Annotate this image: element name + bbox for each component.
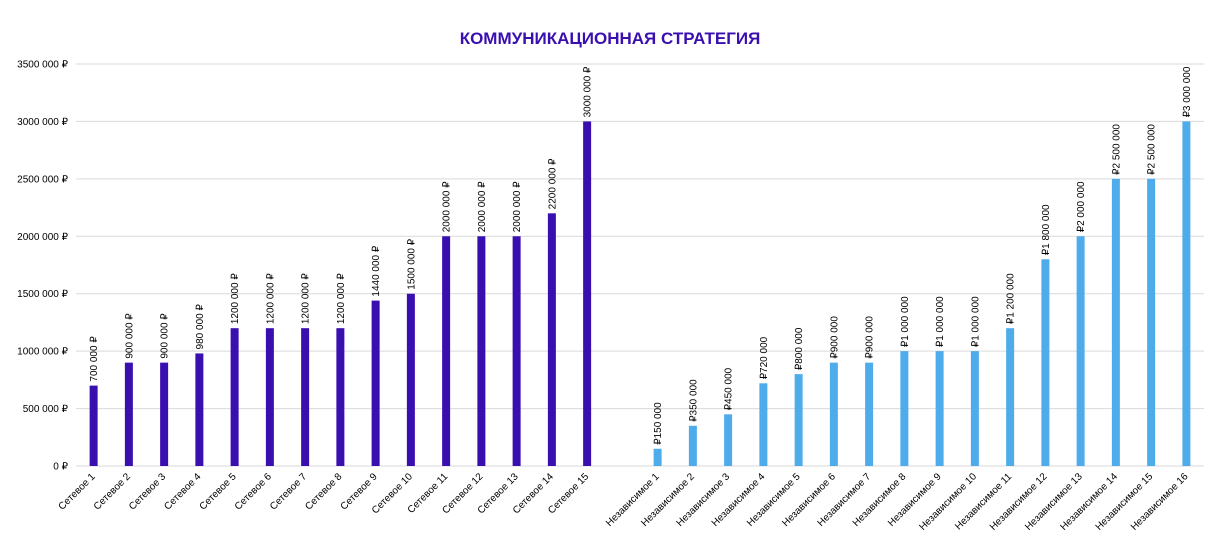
bar [1111, 178, 1120, 466]
chart-title: КОММУНИКАЦИОННАЯ СТРАТЕГИЯ [460, 29, 761, 48]
x-tick-label: Сетевое 6 [233, 471, 274, 512]
bar [89, 385, 98, 466]
data-label: ₽900 000 [865, 316, 876, 359]
bar [724, 414, 733, 466]
bar [900, 351, 909, 466]
data-label: ₽450 000 [724, 367, 735, 410]
bar [688, 425, 697, 466]
data-labels: 700 000 ₽ 900 000 ₽ 900 000 ₽ 980 000 ₽ 1200… [89, 66, 1193, 445]
bar [442, 236, 451, 466]
x-tick-label: Сетевое 4 [162, 471, 203, 512]
bar [1076, 236, 1085, 466]
bar [406, 293, 415, 466]
bar [1041, 259, 1050, 466]
bar [794, 374, 803, 466]
x-tick-label: Сетевое 1 [57, 471, 98, 512]
y-tick-label: 3500 000 ₽ [17, 60, 68, 71]
x-tick-label: Сетевое 2 [92, 471, 133, 512]
data-label: ₽2 500 000 [1111, 124, 1122, 175]
bar [124, 362, 133, 466]
gridlines [76, 63, 1204, 467]
data-label: 2000 000 ₽ [512, 181, 523, 232]
data-label: ₽1 000 000 [900, 296, 911, 347]
data-label: 980 000 ₽ [195, 304, 206, 350]
bar [265, 328, 274, 466]
y-tick-label: 2500 000 ₽ [17, 174, 68, 185]
y-tick-label: 0 ₽ [53, 462, 68, 473]
data-label: 1200 000 ₽ [230, 273, 241, 324]
data-label: 2000 000 ₽ [442, 181, 453, 232]
data-label: 900 000 ₽ [160, 313, 171, 359]
bar [195, 353, 204, 466]
bar [583, 121, 592, 466]
data-label: 3000 000 ₽ [583, 66, 594, 117]
bar [477, 236, 486, 466]
x-tick-label: Сетевое 7 [268, 471, 309, 512]
bar [1006, 328, 1015, 466]
data-label: 2200 000 ₽ [547, 158, 558, 209]
bar [865, 362, 874, 466]
bar [829, 362, 838, 466]
data-label: 900 000 ₽ [124, 313, 135, 359]
bar [759, 383, 768, 466]
data-label: 700 000 ₽ [89, 336, 100, 382]
data-label: ₽800 000 [794, 327, 805, 370]
y-tick-label: 3000 000 ₽ [17, 117, 68, 128]
bar [230, 328, 239, 466]
data-label: 1440 000 ₽ [371, 245, 382, 296]
bar [1147, 178, 1156, 466]
data-label: ₽720 000 [759, 336, 770, 379]
bars [89, 121, 1191, 466]
bar [301, 328, 310, 466]
y-tick-label: 500 000 ₽ [23, 404, 69, 415]
y-tick-label: 2000 000 ₽ [17, 232, 68, 243]
bar [371, 300, 380, 466]
data-label: ₽900 000 [829, 316, 840, 359]
y-axis-ticks: 0 ₽ 500 000 ₽ 1000 000 ₽ 1500 000 ₽ 2000 000… [17, 60, 68, 473]
bar [512, 236, 521, 466]
data-label: ₽350 000 [688, 379, 699, 422]
data-label: 1200 000 ₽ [336, 273, 347, 324]
data-label: 1200 000 ₽ [265, 273, 276, 324]
data-label: 2000 000 ₽ [477, 181, 488, 232]
bar [653, 448, 662, 466]
bar [160, 362, 169, 466]
x-tick-label: Сетевое 8 [303, 471, 344, 512]
data-label: ₽1 000 000 [970, 296, 981, 347]
bar [1182, 121, 1191, 466]
bar [336, 328, 345, 466]
data-label: 1500 000 ₽ [406, 238, 417, 289]
data-label: ₽3 000 000 [1182, 66, 1193, 117]
data-label: ₽2 500 000 [1147, 124, 1158, 175]
x-tick-label: Сетевое 3 [127, 471, 168, 512]
data-label: 1200 000 ₽ [301, 273, 312, 324]
data-label: ₽1 200 000 [1006, 273, 1017, 324]
bar [935, 351, 944, 466]
y-tick-label: 1000 000 ₽ [17, 347, 68, 358]
x-tick-label: Сетевое 5 [198, 471, 239, 512]
y-tick-label: 1500 000 ₽ [17, 289, 68, 300]
data-label: ₽1 800 000 [1041, 204, 1052, 255]
data-label: ₽150 000 [653, 402, 664, 445]
bar [970, 351, 979, 466]
data-label: ₽1 000 000 [935, 296, 946, 347]
data-label: ₽2 000 000 [1076, 181, 1087, 232]
bar [547, 213, 556, 466]
